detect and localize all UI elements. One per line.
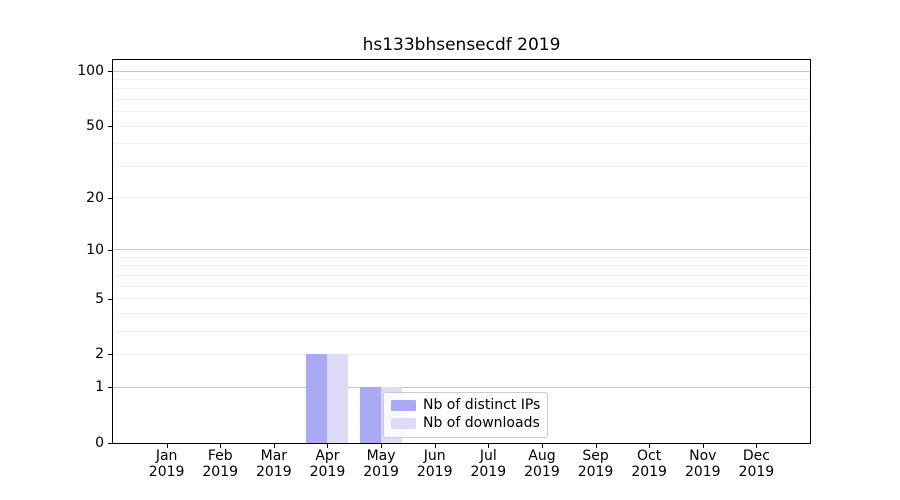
x-tick-mark: [488, 444, 490, 448]
y-minor-gridline: [113, 256, 810, 258]
y-tick-mark: [108, 126, 112, 128]
y-tick-label: 20: [86, 189, 104, 206]
x-tick-mark: [220, 444, 222, 448]
x-tick-label-year: 2019: [631, 464, 667, 480]
y-tick-mark: [108, 249, 112, 251]
y-tick-label: 2: [95, 346, 104, 363]
x-tick-label-year: 2019: [470, 464, 507, 480]
x-tick-mark: [381, 444, 383, 448]
x-tick-label-year: 2019: [148, 464, 185, 480]
x-tick-label: Jun 2019: [405, 448, 465, 480]
y-tick-mark: [108, 197, 112, 199]
y-minor-gridline: [113, 165, 810, 167]
y-tick-label: 1: [95, 379, 104, 396]
x-tick-label: May 2019: [351, 448, 411, 480]
x-tick-mark: [327, 444, 329, 448]
legend-swatch-distinct-ips-icon: [391, 400, 416, 411]
x-tick-label: Oct 2019: [619, 448, 679, 480]
x-tick-mark: [541, 444, 543, 448]
y-minor-gridline: [113, 274, 810, 276]
y-major-gridline: [113, 249, 810, 251]
legend-item-downloads: Nb of downloads: [391, 415, 540, 432]
x-tick-label-year: 2019: [256, 464, 292, 480]
y-minor-gridline: [113, 265, 810, 267]
x-tick-label-year: 2019: [363, 464, 399, 480]
y-tick-label: 100: [77, 63, 104, 80]
legend-swatch-downloads-icon: [391, 418, 416, 429]
y-major-gridline: [113, 70, 810, 72]
bar-distinct-ips-apr: [306, 354, 328, 443]
y-minor-gridline: [113, 330, 810, 332]
plot-area: [112, 59, 811, 444]
x-tick-label-year: 2019: [738, 464, 775, 480]
x-tick-label: Jul 2019: [458, 448, 518, 480]
y-major-gridline: [113, 386, 810, 388]
y-tick-mark: [108, 443, 112, 444]
x-tick-label-year: 2019: [309, 464, 346, 480]
y-minor-gridline: [113, 99, 810, 101]
y-tick-mark: [108, 387, 112, 389]
x-tick-mark: [702, 444, 704, 448]
y-tick-mark: [108, 354, 112, 356]
x-tick-label: Feb 2019: [190, 448, 250, 480]
y-minor-gridline: [113, 197, 810, 199]
y-tick-mark: [108, 71, 112, 73]
legend: Nb of distinct IPs Nb of downloads: [383, 392, 549, 438]
legend-label-distinct-ips: Nb of distinct IPs: [423, 397, 541, 413]
x-tick-label-year: 2019: [524, 464, 560, 480]
x-tick-label: Mar 2019: [244, 448, 304, 480]
y-minor-gridline: [113, 125, 810, 127]
legend-item-distinct-ips: Nb of distinct IPs: [391, 397, 540, 414]
y-minor-gridline: [113, 285, 810, 287]
y-minor-gridline: [113, 88, 810, 90]
x-tick-label: Apr 2019: [297, 448, 357, 480]
x-tick-label-year: 2019: [684, 464, 721, 480]
x-tick-mark: [273, 444, 275, 448]
x-tick-label: Jan 2019: [137, 448, 197, 480]
x-tick-mark: [434, 444, 436, 448]
x-tick-label-year: 2019: [416, 464, 453, 480]
y-minor-gridline: [113, 312, 810, 314]
x-tick-mark: [166, 444, 168, 448]
x-tick-label: Nov 2019: [673, 448, 733, 480]
bar-distinct-ips-may: [360, 387, 382, 443]
bar-downloads-apr: [327, 354, 349, 443]
x-tick-label: Aug 2019: [512, 448, 572, 480]
chart-title: hs133bhsensecdf 2019: [362, 35, 561, 55]
x-tick-mark: [595, 444, 597, 448]
x-tick-label: Dec 2019: [726, 448, 786, 480]
y-tick-label: 10: [86, 241, 104, 258]
y-tick-mark: [108, 298, 112, 300]
x-tick-mark: [756, 444, 758, 448]
y-minor-gridline: [113, 111, 810, 113]
y-tick-label: 5: [95, 290, 104, 307]
y-minor-gridline: [113, 298, 810, 300]
y-minor-gridline: [113, 353, 810, 355]
x-tick-label-year: 2019: [577, 464, 614, 480]
x-tick-label: Sep 2019: [566, 448, 626, 480]
y-tick-label: 0: [95, 435, 104, 451]
y-tick-label: 50: [86, 118, 104, 135]
x-tick-mark: [649, 444, 651, 448]
legend-label-downloads: Nb of downloads: [423, 415, 540, 431]
y-minor-gridline: [113, 79, 810, 81]
x-tick-label-year: 2019: [202, 464, 239, 480]
y-minor-gridline: [113, 143, 810, 145]
